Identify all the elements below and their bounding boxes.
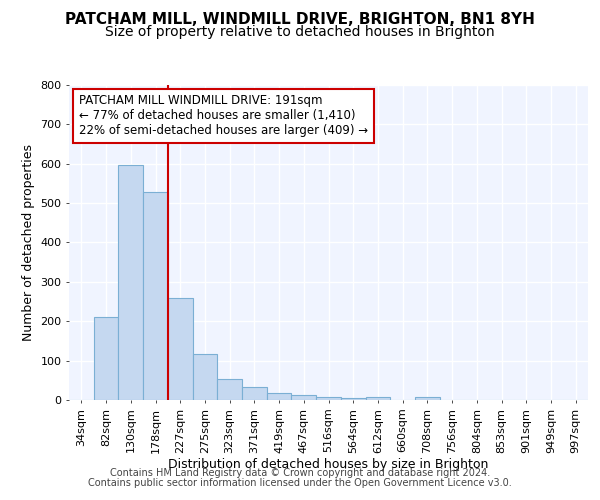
Text: Size of property relative to detached houses in Brighton: Size of property relative to detached ho… [105,25,495,39]
Bar [365,397,390,400]
X-axis label: Distribution of detached houses by size in Brighton: Distribution of detached houses by size … [169,458,488,471]
Text: PATCHAM MILL, WINDMILL DRIVE, BRIGHTON, BN1 8YH: PATCHAM MILL, WINDMILL DRIVE, BRIGHTON, … [65,12,535,28]
Bar [217,379,242,400]
Bar [341,398,365,400]
Text: Contains HM Land Registry data © Crown copyright and database right 2024.: Contains HM Land Registry data © Crown c… [110,468,490,477]
Bar [94,318,118,400]
Bar [242,387,267,400]
Y-axis label: Number of detached properties: Number of detached properties [22,144,35,341]
Bar [292,395,316,400]
Bar [415,397,440,400]
Bar [193,354,217,400]
Text: PATCHAM MILL WINDMILL DRIVE: 191sqm
← 77% of detached houses are smaller (1,410): PATCHAM MILL WINDMILL DRIVE: 191sqm ← 77… [79,94,368,138]
Bar [118,165,143,400]
Bar [316,397,341,400]
Text: Contains public sector information licensed under the Open Government Licence v3: Contains public sector information licen… [88,478,512,488]
Bar [143,192,168,400]
Bar [168,298,193,400]
Bar [267,393,292,400]
